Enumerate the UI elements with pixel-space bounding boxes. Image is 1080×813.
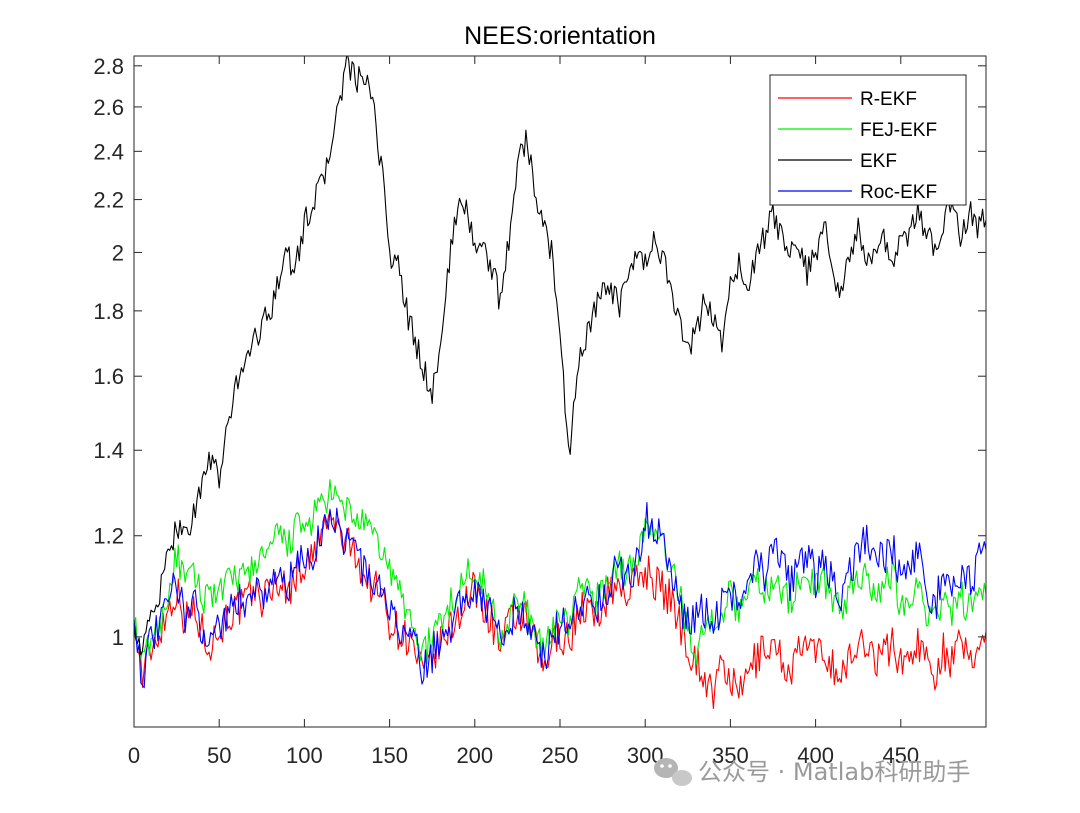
x-tick-label: 0 xyxy=(128,743,140,768)
y-tick-label: 1.8 xyxy=(93,299,124,324)
legend-label-ekf: EKF xyxy=(860,151,897,172)
y-tick-label: 1.2 xyxy=(93,524,124,549)
legend-box xyxy=(769,74,967,206)
y-tick-label: 1 xyxy=(112,625,124,650)
series-layer xyxy=(134,56,986,710)
chart-title: NEES:orientation xyxy=(464,22,656,50)
watermark-text: 公众号 · Matlab科研助手 xyxy=(698,758,970,786)
x-tick-label: 200 xyxy=(456,743,493,768)
series-line-fej-ekf xyxy=(134,479,986,665)
x-tick-label: 250 xyxy=(542,743,579,768)
y-tick-label: 2.2 xyxy=(93,188,124,213)
watermark: 公众号 · Matlab科研助手 xyxy=(654,758,970,786)
legend: R-EKF FEJ-EKF EKF Roc-EKF xyxy=(769,74,967,206)
y-tick-label: 1.6 xyxy=(93,364,124,389)
x-tick-label: 400 xyxy=(797,743,834,768)
y-tick-label: 2.8 xyxy=(93,54,124,79)
y-tick-label: 2.4 xyxy=(93,139,124,164)
x-tick-label: 100 xyxy=(286,743,323,768)
y-axis: 1 1.2 1.4 1.6 1.8 2 2.2 2.4 2.6 2.8 xyxy=(93,54,986,650)
legend-label-fej-ekf: FEJ-EKF xyxy=(860,120,937,141)
series-line-ekf xyxy=(134,56,986,656)
series-line-roc-ekf xyxy=(134,501,986,689)
y-tick-label: 2 xyxy=(112,240,124,265)
x-axis: 0 50 100 150 200 250 300 350 400 450 xyxy=(128,56,919,768)
series-line-r-ekf xyxy=(134,510,986,710)
legend-label-roc-ekf: Roc-EKF xyxy=(860,182,937,203)
x-tick-label: 150 xyxy=(371,743,408,768)
x-tick-label: 50 xyxy=(207,743,231,768)
x-tick-label: 350 xyxy=(712,743,749,768)
x-tick-label: 450 xyxy=(882,743,919,768)
y-tick-label: 1.4 xyxy=(93,438,124,463)
wechat-icon xyxy=(654,758,692,786)
legend-label-r-ekf: R-EKF xyxy=(860,89,917,110)
y-tick-label: 2.6 xyxy=(93,95,124,120)
